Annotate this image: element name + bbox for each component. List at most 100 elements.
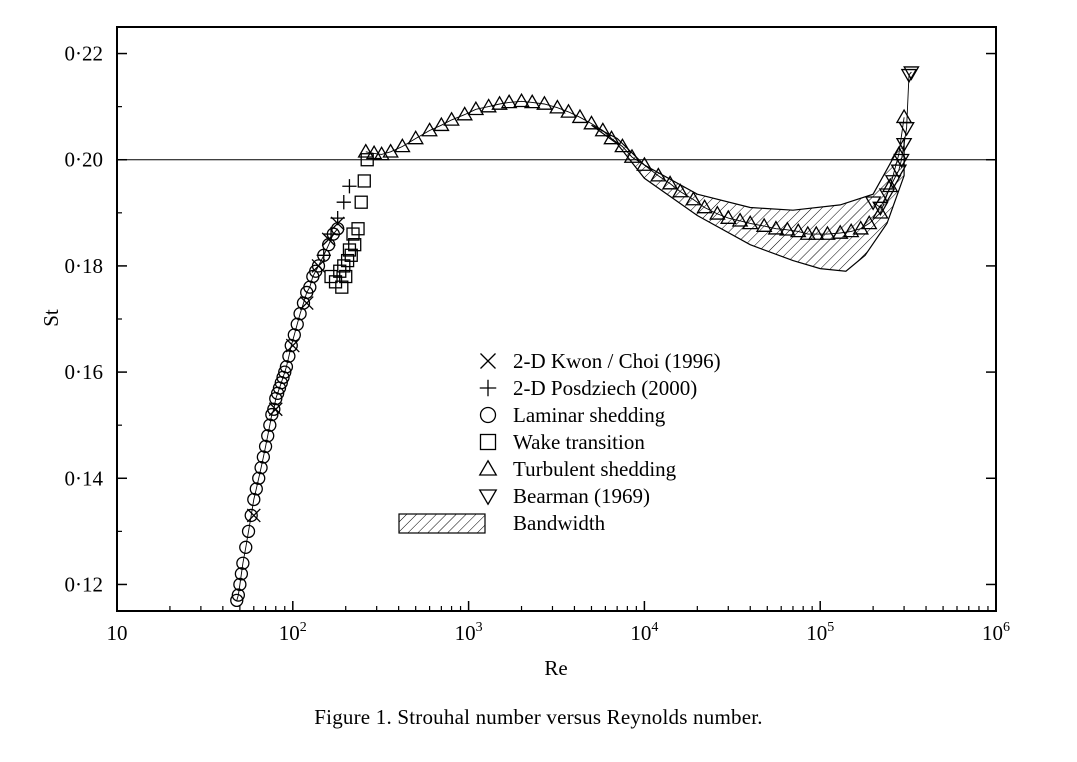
legend: 2-D Kwon / Choi (1996) 2-D Posdziech (200… bbox=[398, 349, 721, 535]
data-point-triangle-down bbox=[878, 188, 896, 203]
data-point-triangle-up bbox=[623, 148, 641, 163]
data-point-circle bbox=[233, 577, 247, 592]
data-point-triangle-up bbox=[741, 214, 759, 230]
data-point-circle bbox=[261, 429, 275, 443]
x-tick-label-base: 10 bbox=[806, 621, 827, 645]
data-point-triangle-up bbox=[443, 111, 460, 126]
data-point-triangle-up bbox=[852, 220, 869, 235]
data-point-triangle-up bbox=[394, 138, 411, 153]
data-point-triangle-up bbox=[421, 122, 438, 137]
legend-swatch-triangle-down bbox=[478, 489, 498, 506]
data-point-triangle-up bbox=[467, 100, 485, 116]
data-point-triangle-up bbox=[731, 212, 749, 227]
data-point-triangle-up bbox=[480, 98, 497, 113]
data-point-triangle-up bbox=[407, 130, 424, 145]
y-tick-label: 0·14 bbox=[65, 466, 104, 490]
data-point-triangle-up bbox=[549, 99, 566, 114]
x-tick-label-exponent: 3 bbox=[476, 620, 483, 635]
data-series bbox=[230, 66, 920, 608]
y-axis-label: St bbox=[39, 309, 63, 327]
figure-caption: Figure 1. Strouhal number versus Reynold… bbox=[314, 705, 763, 729]
data-point-triangle-up bbox=[614, 138, 631, 153]
legend-entry: Turbulent shedding bbox=[478, 457, 677, 481]
data-point-triangle-down bbox=[898, 122, 915, 137]
x-tick-label: 10 bbox=[107, 621, 128, 645]
y-tick-label: 0·22 bbox=[65, 42, 104, 66]
x-tick-label-exponent: 6 bbox=[1003, 620, 1010, 635]
data-point-circle bbox=[267, 402, 281, 416]
data-point-triangle-up bbox=[672, 183, 689, 198]
legend-swatch-x bbox=[480, 353, 496, 369]
data-point-circle bbox=[247, 492, 261, 507]
data-point-circle bbox=[234, 567, 249, 581]
data-point-plus bbox=[342, 179, 357, 194]
data-point-square bbox=[339, 269, 353, 284]
data-point-circle bbox=[278, 365, 292, 379]
x-tick-label-exponent: 5 bbox=[827, 620, 834, 635]
data-point-circle bbox=[279, 360, 294, 374]
data-point-triangle-up bbox=[636, 156, 653, 171]
x-tick-label-base: 10 bbox=[630, 621, 651, 645]
data-point-square bbox=[324, 269, 338, 284]
data-point-square bbox=[337, 259, 351, 273]
data-point-triangle-up bbox=[720, 209, 737, 224]
axes: 10 102 103 104 105 1060·120·140·160·180·200·2… bbox=[39, 42, 1010, 680]
series-square bbox=[324, 153, 374, 294]
legend-entry: Laminar shedding bbox=[479, 403, 666, 427]
legend-swatch-hatch bbox=[398, 513, 486, 534]
data-point-circle bbox=[241, 524, 256, 539]
data-point-circle bbox=[311, 259, 326, 273]
data-point-triangle-up bbox=[860, 214, 878, 230]
data-point-square bbox=[351, 222, 365, 236]
series-triangle-down bbox=[864, 66, 920, 216]
data-point-circle bbox=[252, 471, 266, 485]
plot-frame bbox=[116, 26, 997, 612]
series-trend-line bbox=[236, 228, 339, 601]
data-point-triangle-up bbox=[696, 199, 713, 214]
data-point-triangle-up bbox=[842, 222, 860, 238]
data-point-circle bbox=[244, 508, 258, 523]
data-point-circle bbox=[263, 418, 277, 432]
legend-label: Wake transition bbox=[513, 430, 645, 454]
data-point-triangle-down bbox=[890, 164, 908, 179]
data-point-triangle-up bbox=[650, 167, 667, 182]
data-point-triangle-up bbox=[491, 95, 508, 110]
legend-swatch-triangle-up bbox=[478, 459, 498, 476]
data-point-triangle-up bbox=[571, 108, 589, 124]
data-point-circle bbox=[256, 450, 271, 464]
data-point-circle bbox=[230, 593, 244, 608]
data-point-triangle-up bbox=[819, 225, 836, 240]
legend-label: Turbulent shedding bbox=[513, 457, 677, 481]
y-tick-label: 0·20 bbox=[65, 148, 104, 172]
data-point-square bbox=[357, 174, 371, 188]
data-point-circle bbox=[254, 461, 268, 475]
data-point-square bbox=[346, 227, 360, 241]
series-x bbox=[246, 216, 345, 523]
data-point-circle bbox=[331, 222, 345, 236]
data-point-circle bbox=[258, 439, 273, 454]
data-point-circle bbox=[265, 407, 279, 422]
data-point-plus bbox=[336, 195, 351, 210]
y-tick-label: 0·16 bbox=[65, 360, 104, 384]
data-point-triangle-up bbox=[872, 204, 889, 219]
data-point-triangle-down bbox=[895, 137, 913, 153]
data-point-circle bbox=[282, 349, 296, 363]
legend-label: Bandwidth bbox=[513, 511, 606, 535]
x-tick-label-exponent: 2 bbox=[300, 620, 307, 635]
data-point-square bbox=[342, 243, 357, 257]
x-axis-label: Re bbox=[544, 656, 567, 680]
legend-label: 2-D Kwon / Choi (1996) bbox=[513, 349, 721, 373]
data-point-triangle-up bbox=[789, 222, 807, 238]
data-point-triangle-up bbox=[536, 95, 553, 110]
data-point-circle bbox=[231, 588, 245, 602]
data-point-circle bbox=[239, 540, 253, 554]
data-point-triangle-up bbox=[685, 191, 702, 206]
legend-label: Laminar shedding bbox=[513, 403, 666, 427]
data-point-triangle-down bbox=[900, 68, 918, 84]
y-tick-label: 0·12 bbox=[65, 572, 104, 596]
x-tick-label: 102 bbox=[279, 620, 307, 645]
legend-entry: 2-D Kwon / Choi (1996) bbox=[480, 349, 721, 373]
data-point-triangle-up bbox=[433, 116, 450, 132]
data-point-circle bbox=[236, 556, 250, 570]
data-point-triangle-up bbox=[523, 93, 541, 109]
